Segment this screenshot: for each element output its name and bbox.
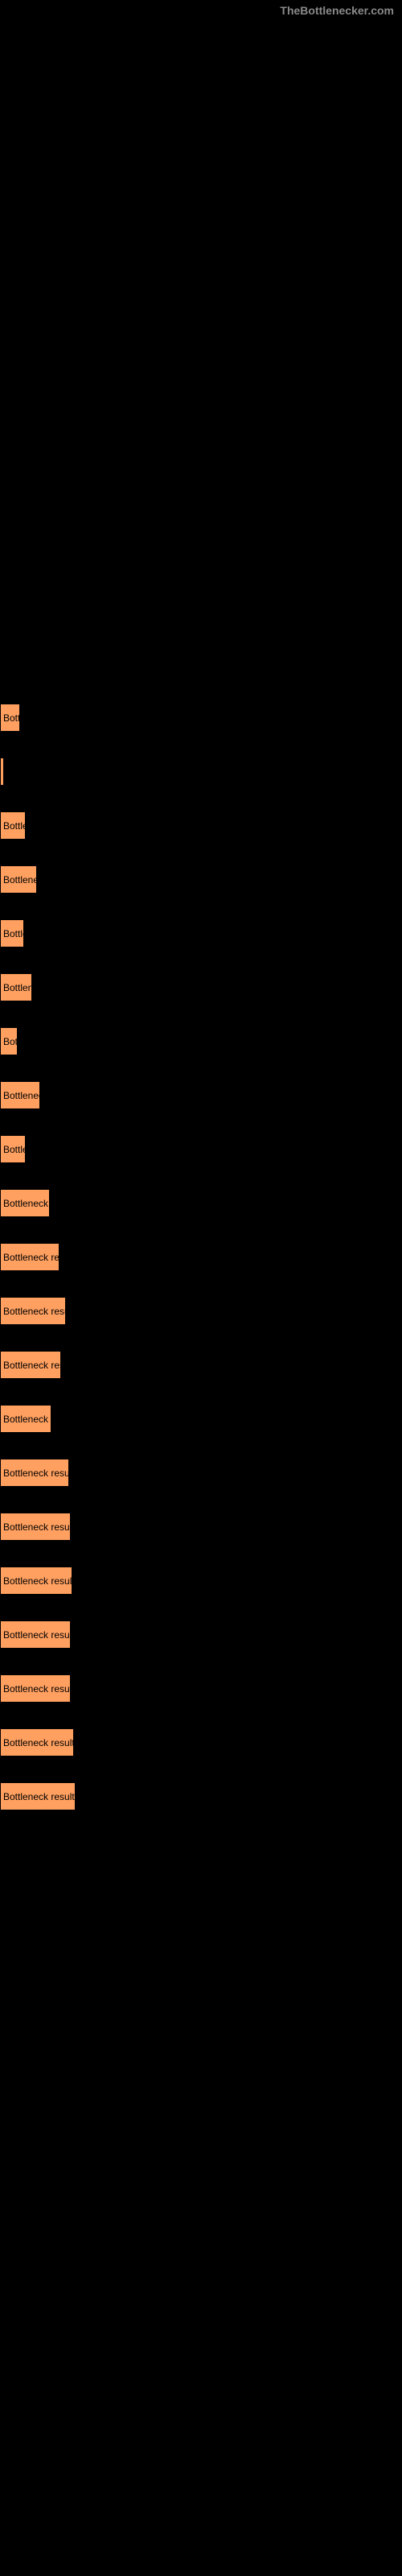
bar-row: Bottleneck result: [0, 1567, 402, 1595]
bar: Bottleneck result: [0, 973, 32, 1001]
bar-row: Bottleneck result: [0, 811, 402, 840]
bar-chart: Bottleneck result Bottleneck result Bottle…: [0, 704, 402, 1836]
bar-label: Bottleneck result: [3, 1090, 40, 1101]
bar-row: Bottleneck result: [0, 1513, 402, 1541]
bar-row: Bottleneck result: [0, 1189, 402, 1217]
bar: Bottleneck result: [0, 1081, 40, 1109]
bar: Bottleneck result: [0, 1620, 71, 1649]
bar-row: Bottleneck result: [0, 1459, 402, 1487]
bar-label: Bottleneck result: [3, 1252, 59, 1263]
bar-row: Bottleneck result: [0, 758, 402, 786]
bar-label: Bottleneck result: [3, 1468, 69, 1479]
bar-label: Bottleneck result: [3, 1198, 50, 1209]
bar-label: Bottleneck result: [3, 874, 37, 886]
bar-row: Bottleneck result: [0, 865, 402, 894]
bar-label: Bottleneck result: [3, 1360, 61, 1371]
bar: Bottleneck result: [0, 919, 24, 947]
bar-label: Bottleneck result: [3, 1521, 71, 1533]
bar: Bottleneck result: [0, 758, 4, 786]
bar-row: Bottleneck result: [0, 1782, 402, 1810]
bar-label: Bottleneck result: [3, 1629, 71, 1641]
bar: Bottleneck result: [0, 1135, 26, 1163]
bar-row: Bottleneck result: [0, 1674, 402, 1703]
bar-label: Bottleneck result: [3, 1575, 72, 1587]
bar-label: Bottleneck result: [3, 1737, 74, 1748]
bar-label: Bottleneck result: [3, 1683, 71, 1695]
bar-label: Bottleneck result: [3, 820, 26, 832]
bar-label: Bottleneck result: [3, 1144, 26, 1155]
bar: Bottleneck result: [0, 1405, 51, 1433]
bar: Bottleneck result: [0, 704, 20, 732]
bar: Bottleneck result: [0, 811, 26, 840]
bar-label: Bottleneck result: [3, 712, 20, 724]
bar-label: Bottleneck result: [3, 1791, 75, 1802]
bar-row: Bottleneck result: [0, 1620, 402, 1649]
bar: Bottleneck result: [0, 1351, 61, 1379]
bar-row: Bottleneck result: [0, 1297, 402, 1325]
bar-row: Bottleneck result: [0, 1243, 402, 1271]
bar-label: Bottleneck result: [3, 982, 32, 993]
bar-label: Bottleneck result: [3, 1414, 51, 1425]
bar-row: Bottleneck result: [0, 704, 402, 732]
bar-label: Bottleneck result: [3, 1036, 18, 1047]
bar-row: Bottleneck result: [0, 1405, 402, 1433]
bar-label: Bottleneck result: [3, 766, 4, 778]
bar: Bottleneck result: [0, 1189, 50, 1217]
bar: Bottleneck result: [0, 865, 37, 894]
bar: Bottleneck result: [0, 1674, 71, 1703]
bar-label: Bottleneck result: [3, 1306, 66, 1317]
bar: Bottleneck result: [0, 1782, 76, 1810]
bar-row: Bottleneck result: [0, 1027, 402, 1055]
bar-row: Bottleneck result: [0, 1081, 402, 1109]
bar-row: Bottleneck result: [0, 1351, 402, 1379]
bar: Bottleneck result: [0, 1243, 59, 1271]
bar: Bottleneck result: [0, 1297, 66, 1325]
bar-label: Bottleneck result: [3, 928, 24, 939]
bar: Bottleneck result: [0, 1728, 74, 1757]
bar-row: Bottleneck result: [0, 919, 402, 947]
bar: Bottleneck result: [0, 1027, 18, 1055]
watermark-text: TheBottlenecker.com: [280, 4, 394, 17]
bar: Bottleneck result: [0, 1459, 69, 1487]
bar: Bottleneck result: [0, 1513, 71, 1541]
bar-row: Bottleneck result: [0, 973, 402, 1001]
bar-row: Bottleneck result: [0, 1135, 402, 1163]
bar-row: Bottleneck result: [0, 1728, 402, 1757]
bar: Bottleneck result: [0, 1567, 72, 1595]
